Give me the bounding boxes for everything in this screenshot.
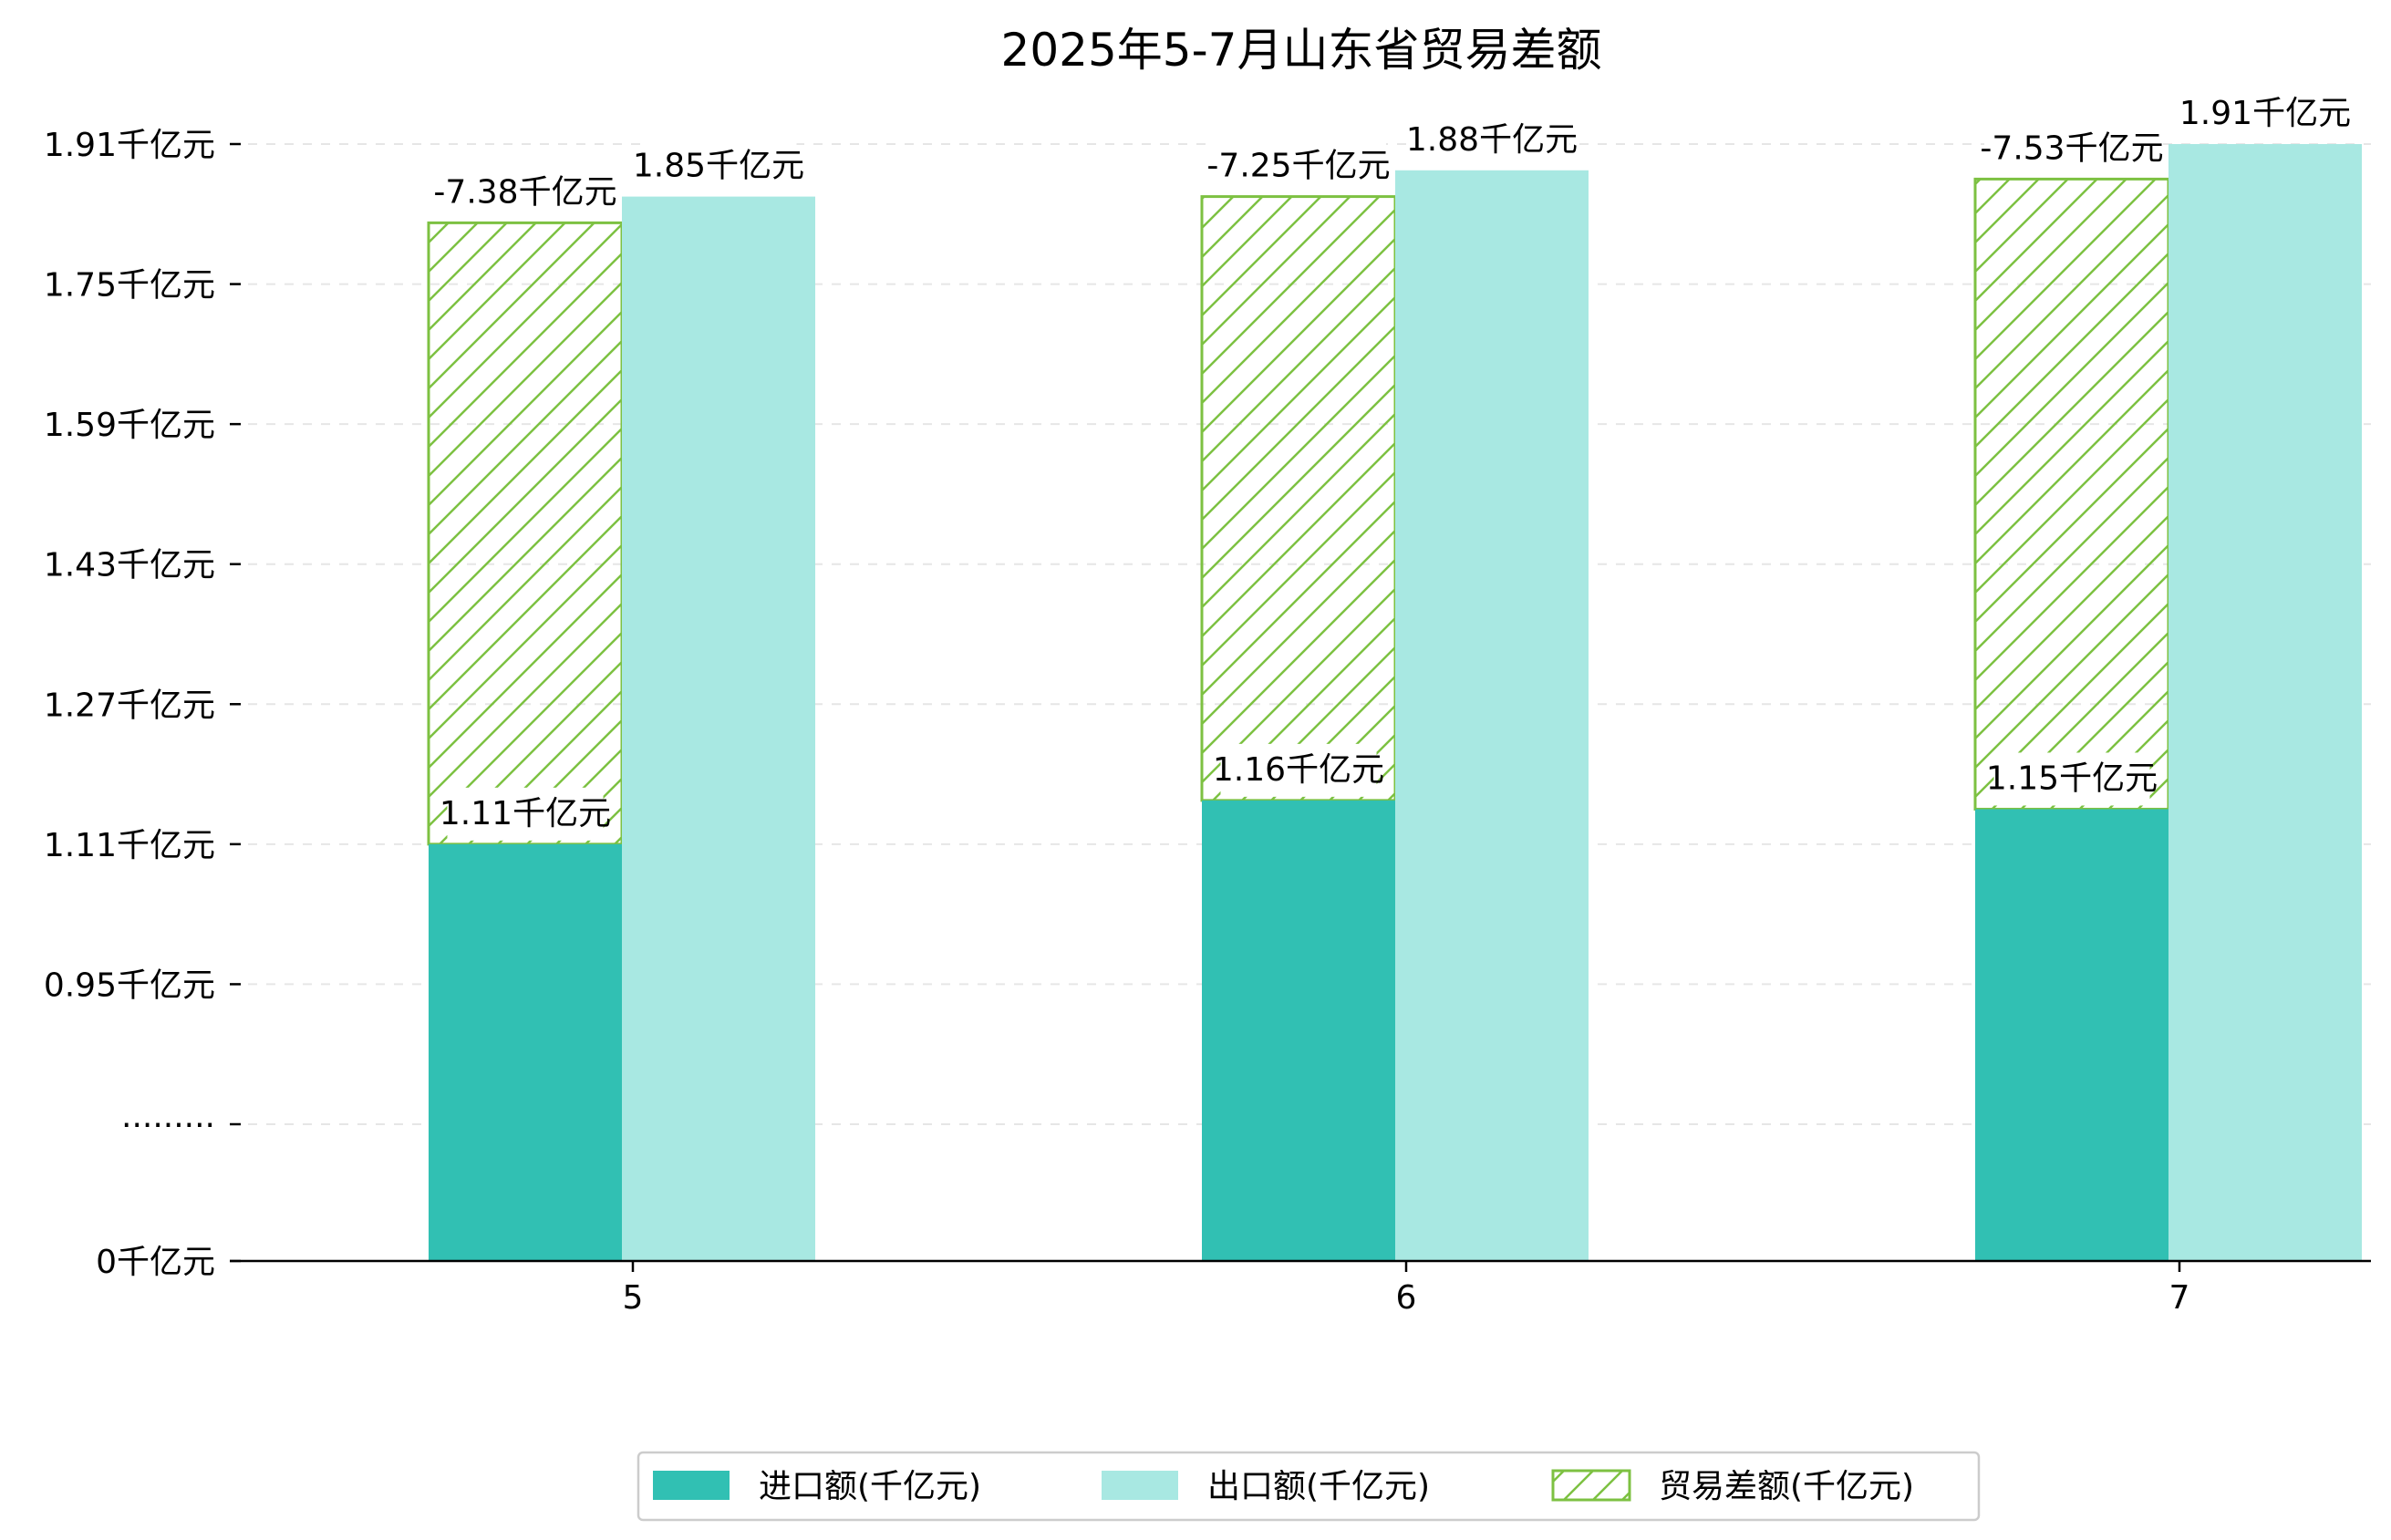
data-label: 1.91千亿元 (2179, 95, 2351, 132)
data-label: 1.16千亿元 (1213, 751, 1384, 789)
data-labels: 1.11千亿元 1.85千亿元 -7.38千亿元 1.16千亿元 1.88千亿元 -7.2… (433, 88, 2351, 841)
data-label-box (1211, 140, 1386, 193)
y-tick-label: 0千亿元 (96, 1244, 215, 1281)
legend-label: 进口额(千亿元) (759, 1468, 981, 1505)
data-label: -7.53千亿元 (1980, 129, 2163, 167)
bars (427, 144, 2362, 1262)
y-tick-label: 1.11千亿元 (44, 827, 215, 864)
legend-swatch-import (653, 1471, 730, 1500)
data-label-box (1984, 122, 2159, 176)
bar-import (1202, 800, 1395, 1261)
bar-export (1395, 170, 1589, 1261)
legend-frame (637, 1451, 1981, 1522)
data-label-box (2187, 88, 2344, 140)
bar-export (2168, 144, 2362, 1261)
y-tick-label: 1.27千亿元 (44, 687, 215, 724)
legend: 进口额(千亿元) 出口额(千亿元) 贸易差额(千亿元) (637, 1451, 1981, 1522)
bar-export (622, 196, 815, 1262)
x-tick-label: 5 (623, 1279, 644, 1317)
y-axis: 0千亿元 ········· 0.95千亿元 1.11千亿元 1.27千亿元 1.43千亿… (44, 127, 241, 1281)
y-tick-label: 1.59千亿元 (44, 407, 215, 444)
y-axis-ticks: 0千亿元 ········· 0.95千亿元 1.11千亿元 1.27千亿元 1.43千亿… (44, 127, 241, 1281)
x-axis-ticks: 5 6 7 (623, 1261, 2190, 1317)
bar-trade-balance (1200, 195, 1397, 802)
y-tick-label: ········· (121, 1107, 215, 1144)
data-label-box (438, 166, 613, 220)
data-label-box (1220, 743, 1377, 797)
bar-trade-balance (427, 221, 624, 846)
chart-title: 2025年5-7月山东省贸易差额 (1001, 24, 1602, 77)
legend-label: 出口额(千亿元) (1207, 1468, 1430, 1505)
y-tick-label: 1.91千亿元 (44, 127, 215, 164)
bar-trade-balance (1973, 177, 2170, 811)
legend-label: 贸易差额(千亿元) (1659, 1468, 1914, 1505)
data-label: 1.88千亿元 (1406, 121, 1578, 159)
bar-import (1975, 809, 2168, 1261)
data-label: -7.38千亿元 (433, 173, 616, 211)
x-axis: 5 6 7 (230, 1259, 2371, 1317)
data-label: -7.25千亿元 (1206, 148, 1390, 185)
x-tick-label: 6 (1396, 1279, 1417, 1317)
data-label-box (1993, 752, 2150, 806)
data-label: 1.85千亿元 (633, 148, 804, 185)
data-label: 1.15千亿元 (1986, 760, 2158, 797)
y-tick-label: 1.43千亿元 (44, 547, 215, 584)
data-label-box (640, 140, 797, 193)
y-tick-label: 0.95千亿元 (44, 966, 215, 1004)
y-tick-label: 1.75千亿元 (44, 267, 215, 305)
legend-swatch-export (1102, 1471, 1178, 1500)
data-label-box (1413, 113, 1570, 167)
x-tick-label: 7 (2169, 1279, 2190, 1317)
bar-import (429, 843, 622, 1261)
data-label: 1.11千亿元 (440, 795, 611, 832)
data-label-box (447, 787, 604, 841)
legend-swatch-trade-balance (1551, 1469, 1631, 1502)
